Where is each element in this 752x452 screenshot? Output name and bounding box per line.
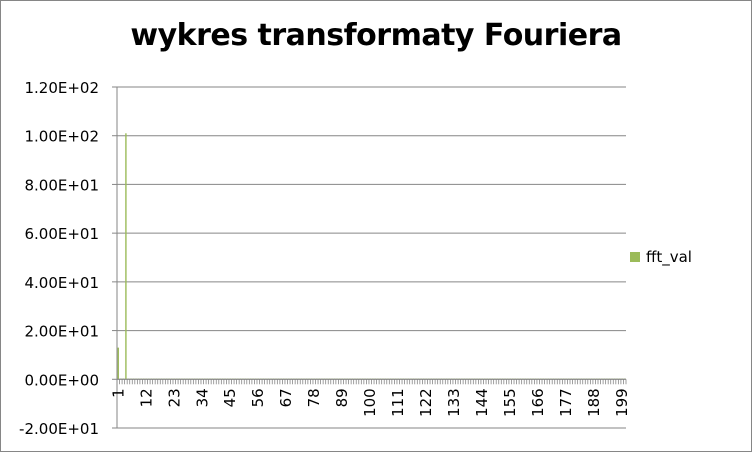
y-tick-label: 1.20E+02 — [24, 79, 99, 97]
x-tick-label: 45 — [221, 388, 239, 407]
x-tick-label: 122 — [417, 388, 435, 417]
bar — [125, 133, 127, 380]
x-tick-label: 144 — [473, 388, 491, 417]
y-tick-label: 6.00E+01 — [24, 225, 99, 243]
x-tick-label: 177 — [557, 388, 575, 417]
legend-label-fft-val: fft_val — [646, 248, 692, 266]
x-tick-label: 89 — [333, 388, 351, 407]
x-tick-label: 199 — [613, 388, 631, 417]
x-tick-label: 1 — [109, 388, 127, 398]
y-tick-label: 8.00E+01 — [24, 176, 99, 194]
x-tick-label: 12 — [137, 388, 155, 407]
x-tick-label: 56 — [249, 388, 267, 407]
x-tick-label: 111 — [389, 388, 407, 417]
x-tick-label: 67 — [277, 388, 295, 407]
legend-swatch-fft-val — [630, 252, 640, 262]
y-tick-label: 0.00E+00 — [24, 371, 99, 389]
x-tick-label: 166 — [529, 388, 547, 417]
x-tick-label: 133 — [445, 388, 463, 417]
x-tick-label: 100 — [361, 388, 379, 417]
x-tick-label: 78 — [305, 388, 323, 407]
x-tick-label: 34 — [193, 388, 211, 407]
legend: fft_val — [630, 248, 692, 266]
x-tick-label: 23 — [165, 388, 183, 407]
x-tick-label: 188 — [585, 388, 603, 417]
y-tick-label: -2.00E+01 — [19, 420, 99, 438]
chart-title: wykres transformaty Fouriera — [130, 18, 622, 53]
y-tick-label: 1.00E+02 — [24, 128, 99, 146]
bar — [117, 347, 119, 380]
y-tick-label: 4.00E+01 — [24, 274, 99, 292]
x-tick-label: 155 — [501, 388, 519, 417]
y-tick-label: 2.00E+01 — [24, 323, 99, 341]
